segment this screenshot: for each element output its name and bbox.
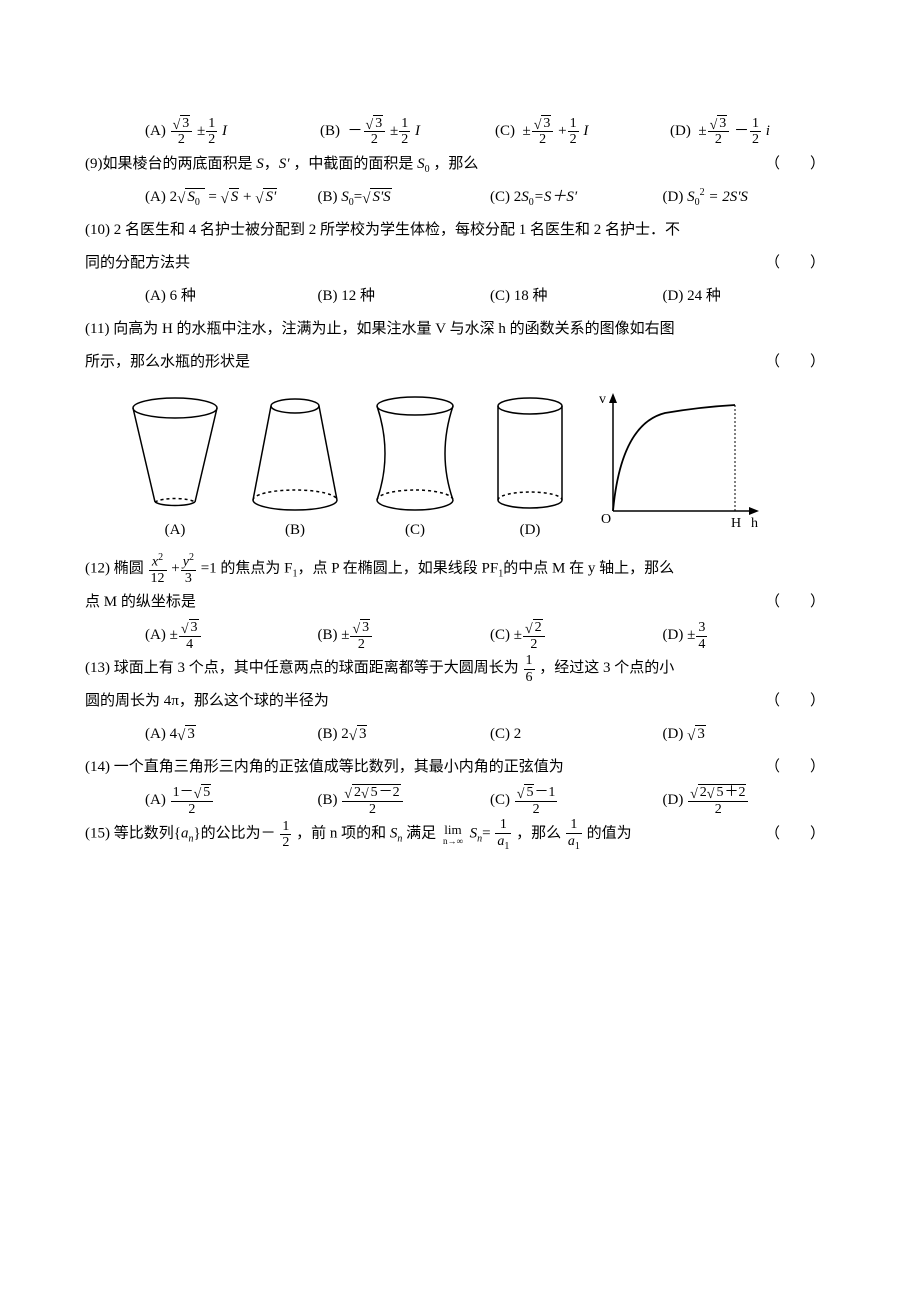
opt-a: (A) ±√34 [145,619,318,652]
opt-c: (C) ±√32 +12 I [495,115,660,148]
question-14: (14) 一个直角三角形三内角的正弦值成等比数列，其最小内角的正弦值为 （ ） [85,751,835,784]
opt-b: (B) 2√3 [318,718,491,751]
opt-c: (C) √5－12 [490,784,663,817]
q8-options: (A) √32 ±12 I (B) －√32 ±12 I (C) ±√32 +1… [145,115,835,148]
answer-blank: （ ） [765,751,825,784]
opt-c: (C) 2 [490,718,663,751]
answer-blank: （ ） [765,586,825,619]
opt-d: (D) 24 种 [663,280,836,313]
opt-a: (A) √32 ±12 I [145,115,310,148]
opt-a: (A) 4√3 [145,718,318,751]
opt-b: (B) ±√32 [318,619,491,652]
axis-h-label: h [751,516,758,531]
opt-a: (A) 6 种 [145,280,318,313]
question-12: (12) 椭圆 x212 +y23 =1 的焦点为 F1，点 P 在椭圆上，如果… [85,552,835,586]
shape-a: (A) [125,394,225,547]
opt-b: (B) －√32 ±12 I [320,115,485,148]
shape-b: (B) [245,394,345,547]
answer-blank: （ ） [765,148,825,181]
opt-a: (A) 1－√52 [145,784,318,817]
q10-options: (A) 6 种 (B) 12 种 (C) 18 种 (D) 24 种 [145,280,835,313]
axis-H-label: H [731,516,741,531]
q12-options: (A) ±√34 (B) ±√32 (C) ±√22 (D) ±34 [145,619,835,652]
q13-options: (A) 4√3 (B) 2√3 (C) 2 (D) √3 [145,718,835,751]
question-10: (10) 2 名医生和 4 名护士被分配到 2 所学校为学生体检，每校分配 1 … [85,214,835,247]
opt-d: (D) √3 [663,718,836,751]
answer-blank: （ ） [765,818,825,851]
question-13: (13) 球面上有 3 个点，其中任意两点的球面距离都等于大圆周长为 16 ，经… [85,652,835,685]
answer-blank: （ ） [765,346,825,379]
shape-d: (D) [485,394,575,547]
opt-d: (D) ±34 [663,619,836,652]
opt-b: (B) S0=√S'S [318,181,491,214]
vh-graph: v O h H [595,389,760,547]
q14-options: (A) 1－√52 (B) √2√5－22 (C) √5－12 (D) √2√5… [145,784,835,817]
axis-origin: O [601,512,611,527]
question-15: (15) 等比数列{an}的公比为－ 12 ，前 n 项的和 Sn 满足 lim… [85,817,835,851]
question-11: (11) 向高为 H 的水瓶中注水，注满为止，如果注水量 V 与水深 h 的函数… [85,313,835,346]
opt-c: (C) 18 种 [490,280,663,313]
opt-a: (A) 2√S0 = √S + √S' [145,181,318,214]
opt-b: (B) √2√5－22 [318,784,491,817]
q9-options: (A) 2√S0 = √S + √S' (B) S0=√S'S (C) 2S0=… [145,181,835,214]
opt-c: (C) 2S0=S＋S′ [490,181,663,214]
q11-shapes: (A) (B) (C) (D) [125,389,835,547]
answer-blank: （ ） [765,685,825,718]
opt-d: (D) S02 = 2S'S [663,181,836,214]
opt-c: (C) ±√22 [490,619,663,652]
shape-c: (C) [365,394,465,547]
axis-v-label: v [599,392,606,407]
question-9: (9)如果棱台的两底面积是 S，S′ ，中截面的面积是 S0 ，那么 （ ） [85,148,835,181]
opt-b: (B) 12 种 [318,280,491,313]
opt-d: (D) ±√32 －12 i [670,115,835,148]
opt-d: (D) √2√5＋22 [663,784,836,817]
answer-blank: （ ） [765,247,825,280]
